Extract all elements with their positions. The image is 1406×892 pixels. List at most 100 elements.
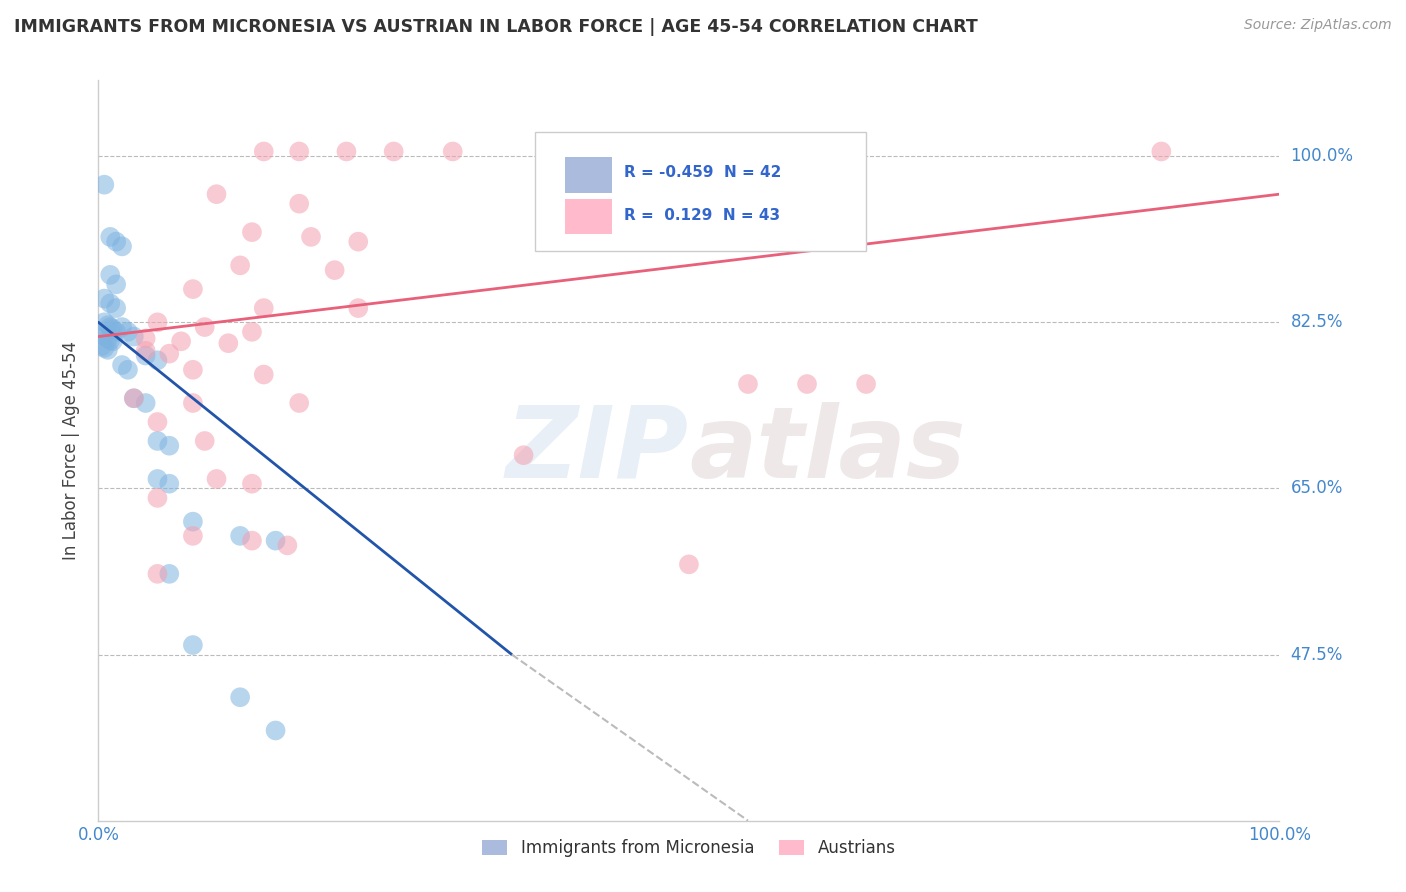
Point (240, 325, 263, 339)
Point (101, 322, 124, 336)
Point (98, 230, 121, 244)
Point (181, 638, 204, 652)
Point (122, 391, 145, 405)
Point (97, 318, 120, 333)
Point (122, 391, 145, 405)
Point (146, 415, 169, 429)
Text: 47.5%: 47.5% (1291, 646, 1343, 664)
Point (135, 331, 157, 345)
Point (111, 358, 134, 372)
Point (91, 327, 114, 342)
Legend: Immigrants from Micronesia, Austrians: Immigrants from Micronesia, Austrians (475, 833, 903, 864)
Point (135, 349, 157, 363)
Point (93, 292, 115, 306)
Point (97, 343, 120, 357)
Point (288, 196, 311, 211)
Point (441, 145, 464, 159)
Point (347, 235, 370, 249)
Text: 82.5%: 82.5% (1291, 313, 1343, 331)
Point (146, 353, 169, 368)
Point (101, 334, 124, 349)
Point (157, 476, 180, 491)
Text: IMMIGRANTS FROM MICRONESIA VS AUSTRIAN IN LABOR FORCE | AGE 45-54 CORRELATION CH: IMMIGRANTS FROM MICRONESIA VS AUSTRIAN I… (14, 18, 977, 36)
Point (288, 396, 311, 410)
Point (146, 472, 169, 486)
Point (288, 145, 311, 159)
Point (181, 363, 204, 377)
Point (229, 259, 252, 273)
Point (253, 301, 276, 315)
Point (93, 315, 115, 329)
Point (181, 529, 204, 543)
Point (181, 396, 204, 410)
Point (194, 434, 217, 448)
Point (146, 434, 169, 448)
Point (347, 301, 370, 315)
Point (229, 529, 252, 543)
Point (181, 515, 204, 529)
Point (105, 235, 128, 249)
Point (678, 558, 700, 572)
Point (157, 346, 180, 360)
Text: atlas: atlas (689, 402, 966, 499)
FancyBboxPatch shape (565, 199, 612, 235)
Point (157, 439, 180, 453)
Point (181, 282, 204, 296)
Point (253, 368, 276, 382)
Point (323, 263, 346, 277)
Text: R =  0.129  N = 43: R = 0.129 N = 43 (624, 208, 780, 222)
Point (146, 315, 169, 329)
Text: Source: ZipAtlas.com: Source: ZipAtlas.com (1244, 18, 1392, 32)
Point (737, 377, 759, 392)
Point (1150, 145, 1173, 159)
Point (105, 325, 128, 339)
Point (229, 690, 252, 705)
Point (157, 566, 180, 581)
Text: 100.0%: 100.0% (1291, 147, 1354, 165)
Point (205, 187, 228, 202)
Point (98, 296, 121, 310)
Point (93, 329, 115, 343)
Point (335, 145, 357, 159)
FancyBboxPatch shape (565, 157, 612, 193)
Point (98, 334, 121, 348)
Point (97, 331, 120, 345)
Point (98, 320, 121, 334)
Point (276, 538, 298, 552)
Point (111, 320, 134, 334)
Point (240, 225, 263, 239)
Text: 65.0%: 65.0% (1291, 479, 1343, 498)
Point (170, 334, 193, 349)
Point (93, 341, 115, 355)
Point (512, 448, 534, 462)
Point (146, 491, 169, 505)
Point (264, 723, 287, 738)
Point (117, 325, 139, 339)
Point (796, 377, 818, 392)
Point (299, 230, 322, 244)
Point (105, 301, 128, 315)
Text: ZIP: ZIP (506, 402, 689, 499)
Point (855, 377, 877, 392)
Point (135, 396, 157, 410)
Point (105, 277, 128, 292)
Point (240, 476, 263, 491)
Point (93, 178, 115, 192)
Point (253, 145, 276, 159)
Point (146, 566, 169, 581)
Y-axis label: In Labor Force | Age 45-54: In Labor Force | Age 45-54 (62, 341, 80, 560)
Point (205, 472, 228, 486)
Text: R = -0.459  N = 42: R = -0.459 N = 42 (624, 165, 782, 180)
Point (264, 533, 287, 548)
Point (122, 329, 145, 343)
Point (382, 145, 405, 159)
FancyBboxPatch shape (536, 132, 866, 251)
Point (98, 268, 121, 282)
Point (117, 363, 139, 377)
Point (111, 239, 134, 253)
Point (217, 336, 239, 351)
Point (135, 343, 157, 358)
Point (194, 320, 217, 334)
Point (240, 533, 263, 548)
Point (91, 339, 114, 353)
